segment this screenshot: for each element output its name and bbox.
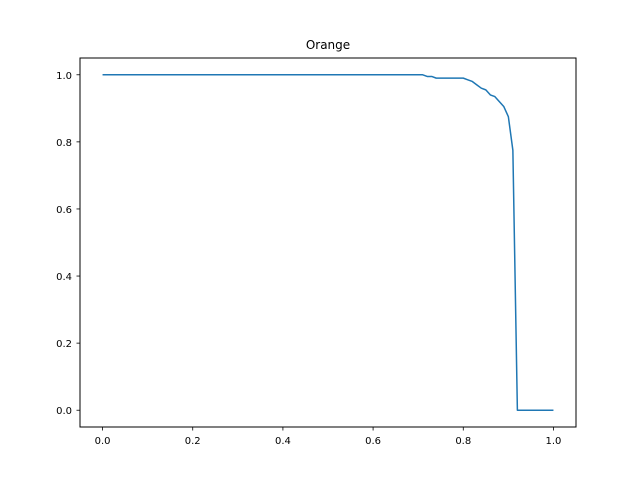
chart-title: Orange <box>306 38 350 52</box>
x-tick-label: 0.6 <box>365 436 381 447</box>
x-tick-label: 0.0 <box>95 436 111 447</box>
y-tick-label: 0.4 <box>56 272 72 283</box>
y-tick-label: 1.0 <box>56 71 72 82</box>
y-tick-label: 0.8 <box>56 138 72 149</box>
series-line <box>102 74 554 411</box>
plot-area <box>102 74 554 411</box>
axis-ticks: 0.0 0.2 0.4 0.6 0.8 1.0 0.0 0.2 0.4 0.6 0.8 1.0 <box>56 71 561 447</box>
y-tick-label: 0.6 <box>56 205 72 216</box>
x-tick-label: 0.2 <box>185 436 201 447</box>
x-tick-label: 0.8 <box>455 436 471 447</box>
y-tick-label: 0.0 <box>56 406 72 417</box>
axes-frame <box>79 57 577 428</box>
y-tick-label: 0.2 <box>56 339 72 350</box>
x-tick-label: 0.4 <box>275 436 291 447</box>
x-tick-label: 1.0 <box>546 436 562 447</box>
